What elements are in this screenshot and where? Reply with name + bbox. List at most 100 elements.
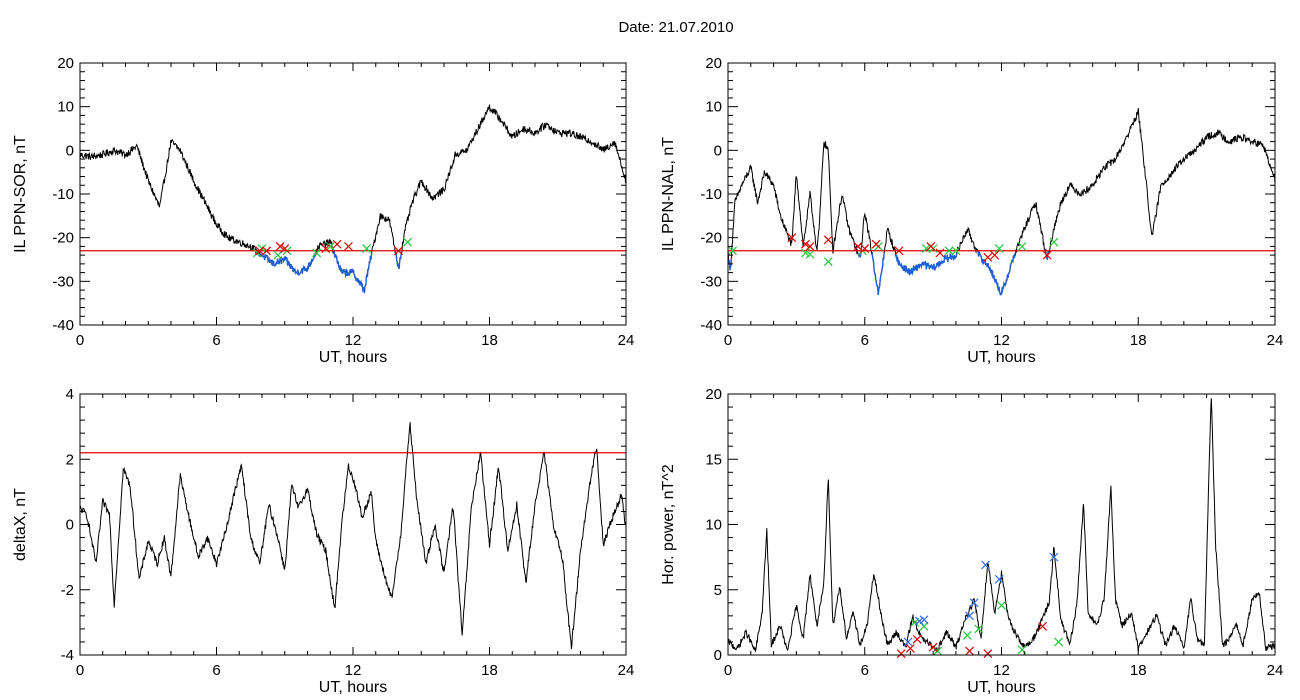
y-tick-label: 10: [705, 99, 722, 116]
marker-green: [728, 246, 737, 256]
marker-green: [325, 241, 335, 251]
plot-frame: [79, 393, 627, 656]
marker-blue: [969, 598, 979, 608]
y-axis-label: Hor. power, nT^2: [660, 464, 677, 585]
x-tick-label: 6: [861, 332, 869, 349]
y-tick-label: -40: [700, 317, 722, 334]
marker-red: [965, 646, 975, 656]
y-tick-label: 15: [705, 451, 722, 468]
marker-red: [896, 649, 906, 659]
y-tick-label: 2: [66, 451, 74, 468]
x-tick-label: 18: [481, 332, 498, 349]
data-trace: [727, 108, 1276, 296]
marker-red: [905, 644, 915, 653]
marker-red: [255, 246, 265, 256]
marker-blue: [965, 611, 975, 621]
data-trace: [727, 398, 1276, 653]
marker-red: [1038, 621, 1047, 631]
marker-green: [403, 237, 413, 247]
marker-blue: [903, 637, 913, 647]
y-tick-label: -4: [61, 647, 74, 664]
marker-red: [990, 250, 1000, 260]
y-tick-label: 10: [57, 99, 74, 116]
x-tick-label: 6: [212, 332, 220, 349]
marker-green: [1017, 645, 1027, 655]
marker-green: [921, 244, 931, 254]
marker-green: [974, 624, 984, 634]
marker-red: [394, 246, 403, 256]
marker-red: [860, 244, 870, 254]
x-tick-label: 12: [345, 662, 362, 679]
y-tick-label: 0: [714, 142, 722, 159]
y-tick-label: -30: [52, 273, 74, 290]
x-tick-label: 18: [1130, 332, 1147, 349]
marker-red: [801, 239, 810, 249]
x-tick-label: 24: [1267, 662, 1284, 679]
x-axis-label: UT, hours: [319, 679, 387, 696]
marker-green: [823, 257, 833, 267]
marker-red: [275, 241, 285, 251]
marker-green: [273, 250, 283, 260]
x-tick-label: 18: [1130, 662, 1147, 679]
marker-red: [787, 233, 797, 243]
x-axis-label: UT, hours: [319, 349, 387, 366]
x-tick-label: 24: [618, 332, 635, 349]
marker-red: [1042, 250, 1052, 260]
y-tick-label: 5: [714, 582, 722, 599]
x-tick-label: 24: [1267, 332, 1284, 349]
below-threshold-trace: [256, 251, 403, 294]
marker-red: [321, 244, 331, 254]
y-axis-label: IL PPN-NAL, nT: [660, 137, 677, 251]
y-tick-label: 20: [705, 386, 722, 403]
marker-red: [280, 244, 290, 254]
marker-green: [1054, 637, 1063, 647]
marker-green: [962, 631, 972, 640]
marker-red: [935, 248, 945, 258]
marker-red: [262, 246, 271, 256]
x-tick-label: 0: [724, 662, 732, 679]
x-tick-label: 0: [76, 332, 84, 349]
marker-red: [344, 241, 353, 251]
y-tick-label: -2: [61, 582, 74, 599]
y-tick-label: -20: [700, 230, 722, 247]
y-tick-label: -30: [700, 273, 722, 290]
marker-blue: [1049, 552, 1059, 562]
y-axis-label: IL PPN-SOR, nT: [12, 135, 29, 253]
data-trace: [79, 104, 627, 294]
marker-red: [894, 246, 904, 256]
marker-green: [312, 248, 322, 258]
marker-green: [362, 244, 372, 254]
marker-red: [926, 241, 936, 251]
y-tick-label: 20: [57, 55, 74, 72]
y-tick-label: 0: [66, 517, 74, 534]
x-tick-label: 0: [724, 332, 732, 349]
y-tick-label: 10: [705, 517, 722, 534]
x-tick-label: 6: [212, 662, 220, 679]
x-tick-label: 6: [861, 662, 869, 679]
marker-red: [871, 239, 881, 249]
marker-green: [951, 246, 961, 256]
page-title: Date: 21.07.2010: [618, 19, 734, 36]
marker-red: [853, 241, 863, 251]
marker-blue: [981, 560, 990, 570]
y-tick-label: 4: [66, 386, 74, 403]
marker-green: [1049, 237, 1059, 247]
x-tick-label: 24: [618, 662, 635, 679]
x-tick-label: 18: [481, 662, 498, 679]
below-threshold-trace: [727, 250, 1050, 296]
data-trace: [79, 422, 627, 650]
marker-red: [912, 634, 922, 644]
y-tick-label: 20: [705, 55, 722, 72]
marker-green: [1017, 241, 1027, 251]
chart-panel-ppn-nal: 0 6 12 18 24 -40 -30 -20 -10 0 10 20 UT, hours IL PPN…: [660, 55, 1283, 366]
y-tick-label: 0: [66, 142, 74, 159]
marker-blue: [994, 574, 1004, 584]
x-axis-label: UT, hours: [967, 679, 1035, 696]
marker-green: [944, 246, 954, 256]
y-tick-label: -20: [52, 230, 74, 247]
marker-red: [983, 252, 993, 262]
x-tick-label: 12: [993, 662, 1010, 679]
y-tick-label: 0: [714, 647, 722, 664]
